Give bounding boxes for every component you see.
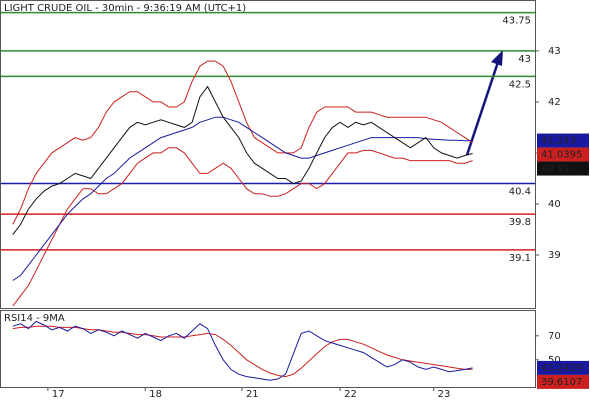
- series-line: [12, 85, 473, 235]
- level-label: 39.8: [509, 217, 531, 228]
- value-box: [537, 161, 589, 176]
- chart-title: LIGHT CRUDE OIL - 30min - 9:36:19 AM (UT…: [4, 3, 246, 14]
- value-box: [537, 360, 589, 375]
- forecast-arrow: [465, 61, 500, 156]
- level-label: 39.1: [509, 253, 531, 264]
- series-line: [12, 325, 473, 378]
- x-tick-label: 17: [52, 389, 65, 400]
- y-tick-label: 39: [548, 250, 561, 261]
- value-box: [537, 147, 589, 162]
- value-box-label: 41.0395: [541, 150, 582, 161]
- x-tick-label: 22: [344, 389, 357, 400]
- value-box-label: 39.6107: [541, 377, 582, 388]
- value-box-label: 41.243: [541, 136, 576, 147]
- value-box-label: 43.2429: [541, 363, 582, 374]
- rsi-title: RSI14 - 9MA: [4, 313, 65, 324]
- level-label: 40.4: [509, 187, 531, 198]
- level-label: 42.5: [509, 79, 531, 90]
- level-label: 43: [518, 54, 531, 65]
- y-tick-label: 50: [548, 355, 561, 366]
- x-tick-label: 23: [438, 389, 451, 400]
- forecast-arrowhead: [491, 50, 503, 66]
- rsi-panel: [0, 310, 536, 388]
- value-box-label: 40.99: [541, 164, 570, 175]
- y-tick-label: 40: [548, 199, 561, 210]
- series-line: [12, 116, 473, 281]
- y-tick-label: 70: [548, 331, 561, 342]
- series-line: [12, 147, 473, 307]
- y-tick-label: 42: [548, 97, 561, 108]
- series-line: [12, 320, 473, 381]
- y-tick-label: 43: [548, 46, 561, 57]
- series-line: [12, 60, 473, 225]
- value-box: [537, 133, 589, 148]
- level-label: 43.75: [502, 16, 531, 27]
- value-box: [537, 374, 589, 389]
- x-tick-label: 21: [246, 389, 259, 400]
- price-panel: [0, 0, 536, 309]
- x-tick-label: 18: [149, 389, 162, 400]
